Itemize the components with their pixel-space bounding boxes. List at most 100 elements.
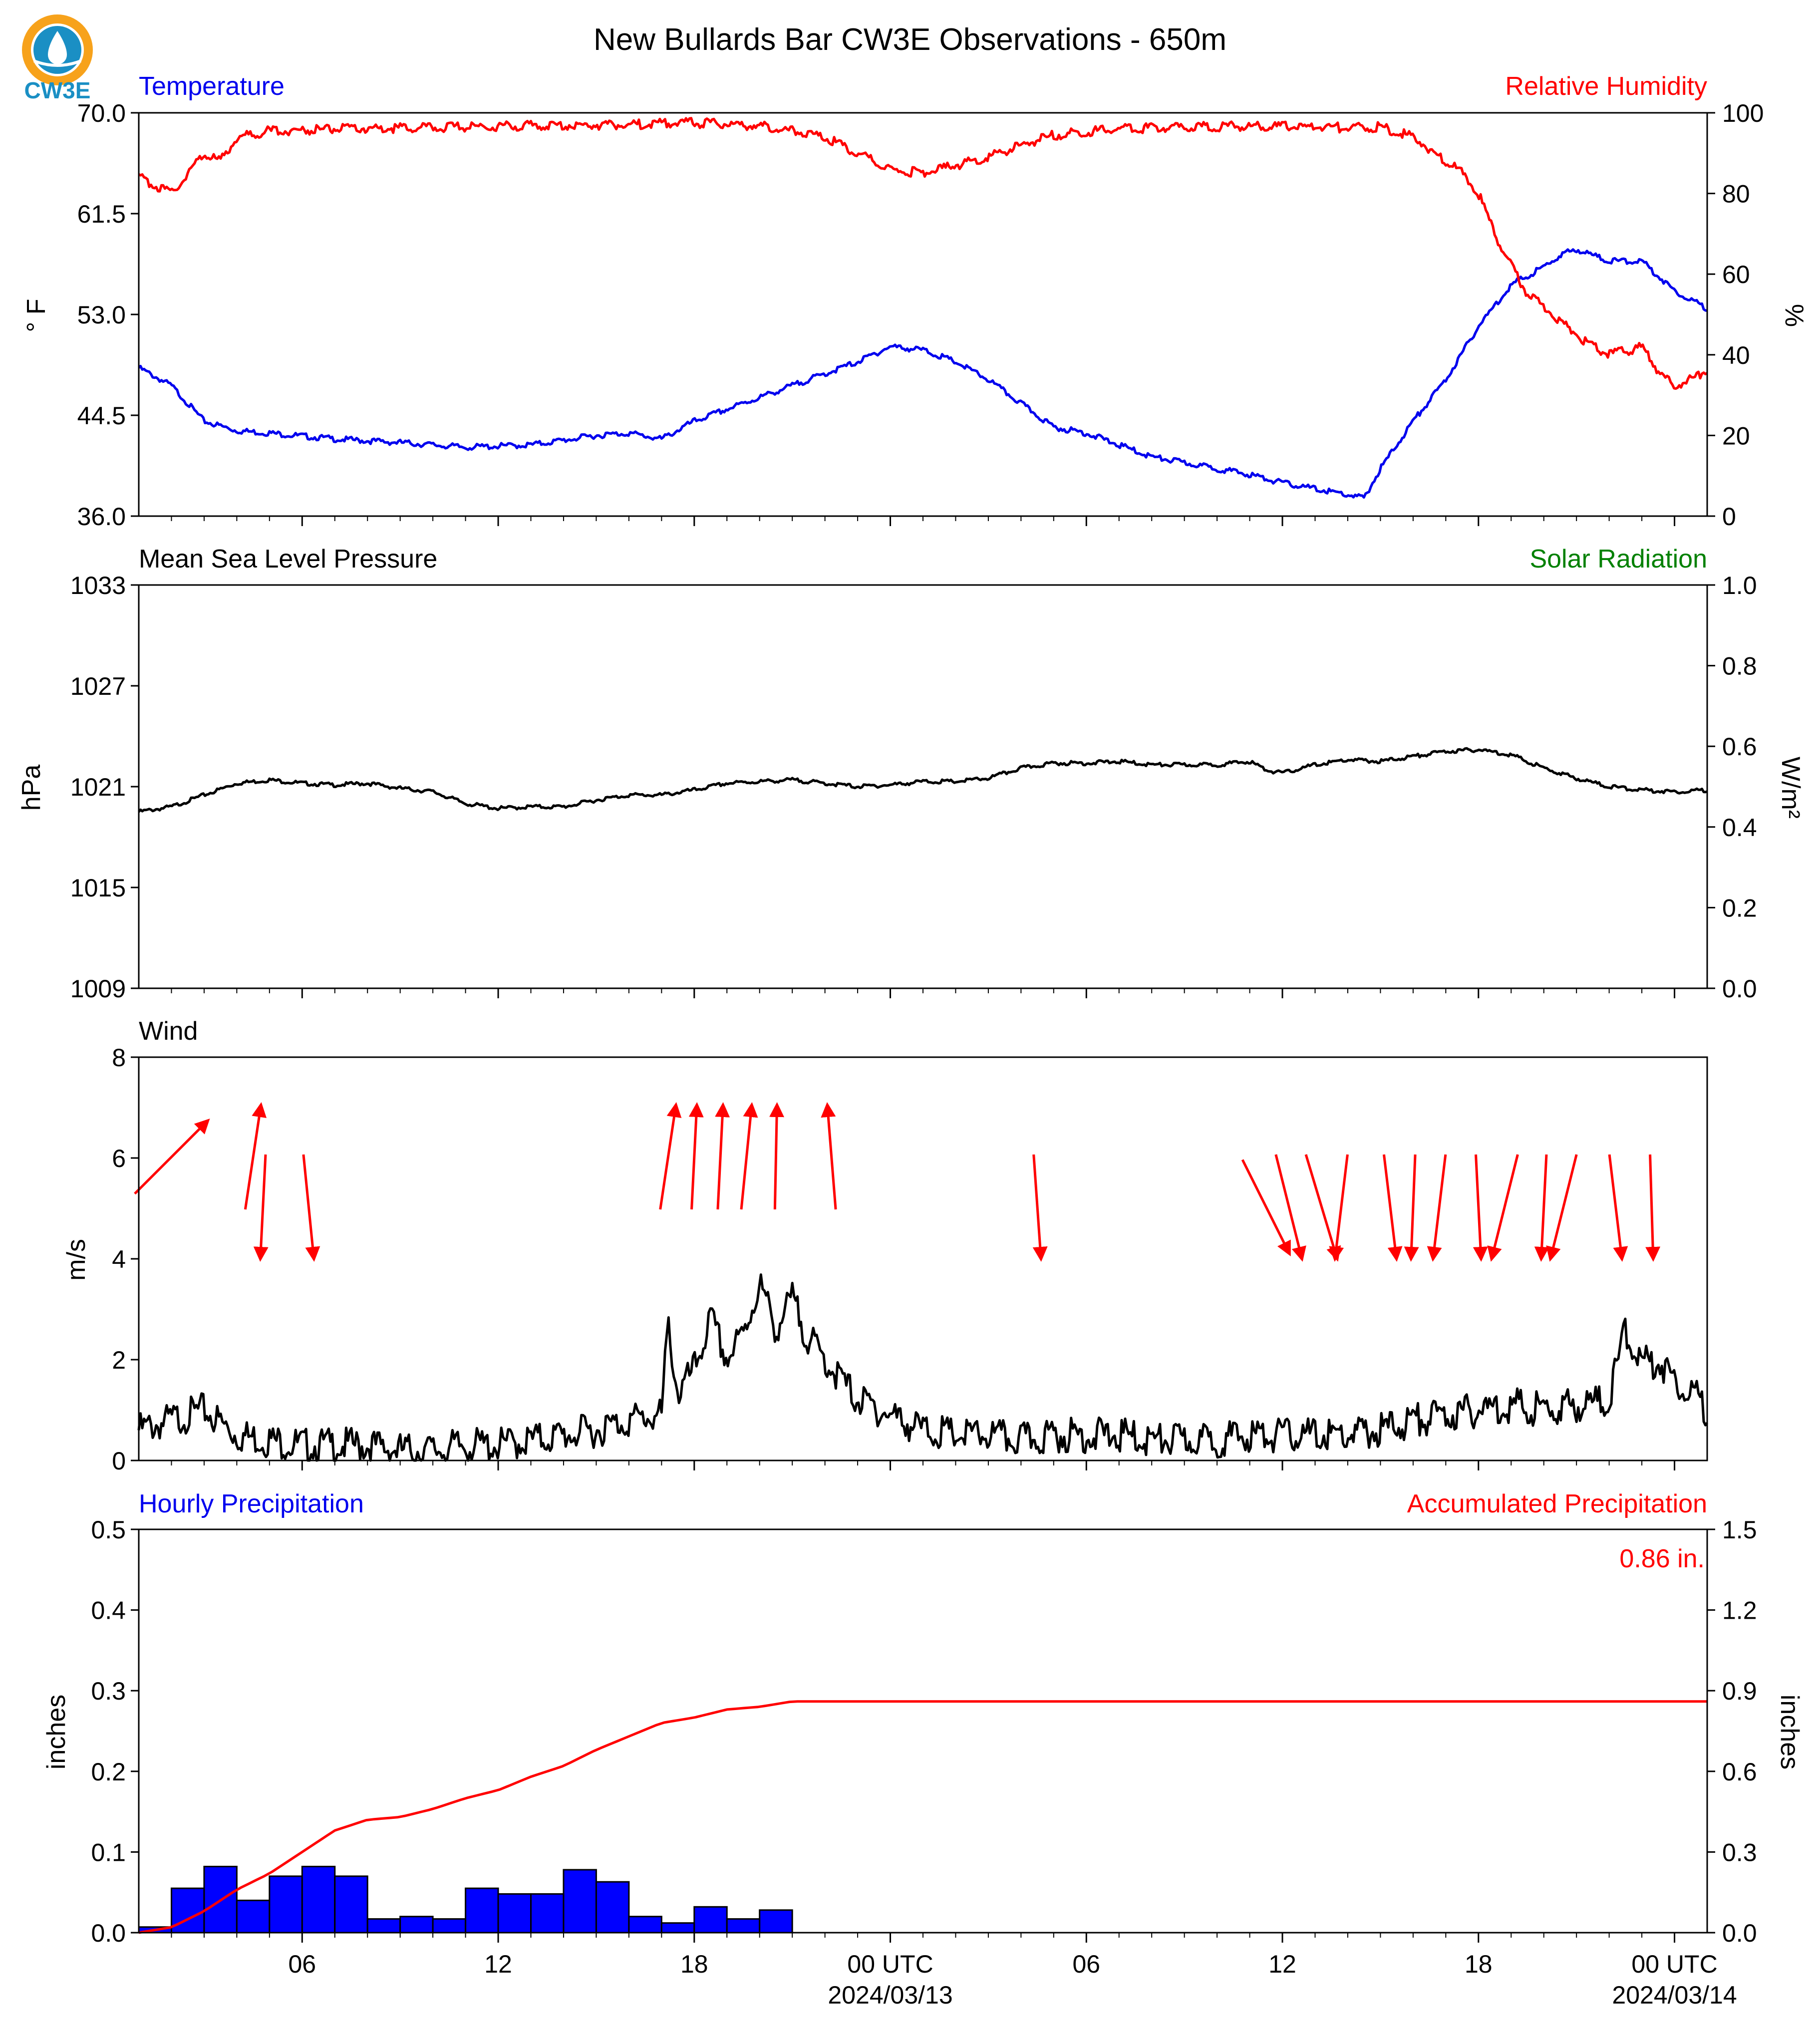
solar-title: Solar Radiation bbox=[1529, 545, 1707, 574]
right-y-tick-label: 0.6 bbox=[1722, 733, 1757, 761]
x-tick-label: 06 bbox=[288, 1950, 316, 1978]
left-y-tick-label: 1033 bbox=[70, 572, 126, 599]
panel-1-series bbox=[138, 117, 1708, 499]
humidity-title: Relative Humidity bbox=[1505, 72, 1707, 101]
x-date-label: 2024/03/14 bbox=[1612, 1981, 1737, 2009]
left-y-tick-label: 1015 bbox=[70, 874, 126, 902]
panel-2-frame bbox=[138, 584, 1708, 989]
right-y-tick-label: 60 bbox=[1722, 261, 1750, 289]
left-y-tick-label: 1021 bbox=[70, 773, 126, 801]
left-y-tick-label: 70.0 bbox=[77, 99, 126, 127]
right-y-tick-label: 20 bbox=[1722, 422, 1750, 450]
precip-bar bbox=[726, 1918, 761, 1934]
left-y-tick-label: 2 bbox=[112, 1346, 126, 1374]
panel-precipitation: Hourly Precipitation Accumulated Precipi… bbox=[42, 1489, 1804, 2009]
precip-bar bbox=[759, 1909, 793, 1934]
logo-text: CW3E bbox=[24, 77, 91, 103]
right-y-tick-label: 0.6 bbox=[1722, 1758, 1757, 1786]
wind-arrow-icon bbox=[1608, 1154, 1628, 1262]
wind-arrow-icon bbox=[1487, 1154, 1519, 1262]
precip-bar bbox=[530, 1893, 565, 1934]
series-line-wind bbox=[137, 1273, 1709, 1462]
precip-bar bbox=[465, 1887, 499, 1934]
panel-3-axes: 0 2 4 6 8 bbox=[112, 1044, 1676, 1475]
humidity-axis-label: % bbox=[1780, 304, 1809, 327]
precip-bar bbox=[563, 1869, 597, 1934]
precip-bar bbox=[693, 1906, 728, 1934]
panel-temperature-humidity: Temperature Relative Humidity ° F % 36.0… bbox=[22, 72, 1809, 531]
wind-arrow-icon bbox=[1534, 1154, 1549, 1262]
cw3e-logo: CW3E bbox=[22, 14, 93, 103]
wind-arrow-icon bbox=[1382, 1154, 1403, 1262]
x-date-label: 2024/03/13 bbox=[828, 1981, 952, 2009]
wind-arrow-icon bbox=[1427, 1154, 1447, 1262]
precip-bar bbox=[334, 1875, 368, 1934]
wind-arrow-icon bbox=[769, 1102, 785, 1210]
wind-arrow-icon bbox=[740, 1102, 758, 1210]
left-y-tick-label: 6 bbox=[112, 1145, 126, 1172]
precip-bar bbox=[236, 1899, 271, 1934]
left-y-tick-label: 1027 bbox=[70, 672, 126, 700]
x-tick-label: 00 UTC bbox=[1631, 1950, 1717, 1978]
right-y-tick-label: 0 bbox=[1722, 503, 1736, 531]
wind-arrow-icon bbox=[659, 1102, 682, 1210]
x-tick-label: 18 bbox=[680, 1950, 708, 1978]
hourly-precip-title: Hourly Precipitation bbox=[139, 1489, 364, 1518]
left-y-tick-label: 1009 bbox=[70, 975, 126, 1003]
right-y-tick-label: 0.8 bbox=[1722, 652, 1757, 680]
x-tick-label: 06 bbox=[1072, 1950, 1100, 1978]
left-y-tick-label: 0.1 bbox=[91, 1838, 126, 1866]
wind-arrow-icon bbox=[688, 1102, 704, 1210]
wind-arrow-icon bbox=[1032, 1154, 1048, 1262]
accum-total-annotation: 0.86 in. bbox=[1619, 1544, 1705, 1573]
left-y-tick-label: 8 bbox=[112, 1044, 126, 1072]
hourly-precip-axis-label: inches bbox=[42, 1695, 71, 1769]
panel-4-axes: 0.0 0.1 0.2 0.3 0.4 0.5 0.0 0.3 0.6 0.9 1.2 1.5 06 12… bbox=[91, 1516, 1757, 2009]
wind-arrow-icon bbox=[253, 1154, 269, 1262]
precip-bar bbox=[366, 1918, 401, 1934]
wind-arrow-icon bbox=[1404, 1154, 1419, 1262]
water-drop-icon bbox=[48, 31, 67, 64]
x-tick-label: 12 bbox=[484, 1950, 512, 1978]
wind-arrow-icon bbox=[244, 1102, 267, 1210]
right-y-tick-label: 0.0 bbox=[1722, 1919, 1757, 1947]
panel-3-series bbox=[134, 1102, 1709, 1462]
right-y-tick-label: 100 bbox=[1722, 99, 1764, 127]
left-y-tick-label: 0.3 bbox=[91, 1677, 126, 1705]
temperature-title: Temperature bbox=[139, 72, 285, 101]
wind-arrow-icon bbox=[134, 1118, 210, 1195]
x-tick-label: 12 bbox=[1268, 1950, 1296, 1978]
right-y-tick-label: 0.0 bbox=[1722, 975, 1757, 1003]
panel-4-frame bbox=[138, 1528, 1708, 1934]
precip-bar bbox=[301, 1865, 336, 1934]
precip-bar bbox=[628, 1916, 662, 1934]
right-y-tick-label: 0.2 bbox=[1722, 894, 1757, 922]
series-line-temperature bbox=[138, 248, 1708, 499]
precip-bar bbox=[660, 1922, 695, 1934]
left-y-tick-label: 36.0 bbox=[77, 503, 126, 531]
left-y-tick-label: 4 bbox=[112, 1245, 126, 1273]
x-tick-label: 00 UTC bbox=[847, 1950, 933, 1978]
panel-3-frame bbox=[138, 1056, 1708, 1461]
wind-arrow-icon bbox=[1473, 1154, 1488, 1262]
precip-bar bbox=[497, 1893, 532, 1934]
wind-arrow-icon bbox=[1645, 1154, 1661, 1262]
x-tick-label: 18 bbox=[1465, 1950, 1493, 1978]
left-y-tick-label: 53.0 bbox=[77, 301, 126, 329]
left-y-tick-label: 61.5 bbox=[77, 200, 126, 228]
solar-axis-label: W/m² bbox=[1776, 757, 1805, 819]
panel-pressure-solar: Mean Sea Level Pressure Solar Radiation … bbox=[17, 545, 1805, 1003]
precip-bar bbox=[269, 1875, 303, 1934]
right-y-tick-label: 0.9 bbox=[1722, 1677, 1757, 1705]
pressure-title: Mean Sea Level Pressure bbox=[139, 545, 437, 574]
wind-arrow-icon bbox=[715, 1102, 730, 1210]
precip-bar bbox=[595, 1881, 630, 1934]
logo-ring-icon bbox=[22, 14, 93, 85]
precip-bar bbox=[432, 1918, 467, 1934]
left-y-tick-label: 44.5 bbox=[77, 402, 126, 430]
series-line-relative-humidity bbox=[138, 117, 1708, 390]
left-y-tick-label: 0.5 bbox=[91, 1516, 126, 1544]
wind-arrow-icon bbox=[821, 1102, 837, 1210]
